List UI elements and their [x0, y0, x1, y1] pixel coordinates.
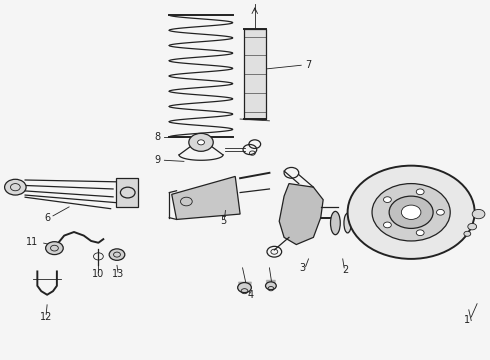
Text: 13: 13	[112, 269, 124, 279]
Circle shape	[189, 134, 213, 151]
Ellipse shape	[344, 213, 351, 233]
Polygon shape	[116, 178, 138, 207]
Text: 6: 6	[44, 213, 50, 222]
Circle shape	[389, 196, 433, 228]
Circle shape	[401, 205, 421, 220]
Text: 12: 12	[40, 312, 52, 322]
Text: 9: 9	[154, 155, 160, 165]
Text: 3: 3	[299, 263, 306, 273]
Circle shape	[4, 179, 26, 195]
Circle shape	[46, 242, 63, 255]
Ellipse shape	[366, 214, 373, 232]
Circle shape	[347, 166, 475, 259]
Circle shape	[266, 282, 276, 290]
Polygon shape	[239, 282, 251, 289]
Text: 2: 2	[342, 265, 348, 275]
Circle shape	[416, 230, 424, 235]
Circle shape	[197, 140, 204, 145]
Ellipse shape	[354, 212, 364, 234]
Circle shape	[464, 231, 471, 236]
Ellipse shape	[331, 211, 340, 235]
Circle shape	[109, 249, 125, 260]
Text: 7: 7	[305, 60, 312, 70]
Text: 1: 1	[464, 315, 470, 325]
Circle shape	[384, 197, 392, 202]
Circle shape	[437, 210, 444, 215]
Circle shape	[468, 224, 477, 230]
Circle shape	[384, 222, 392, 228]
Circle shape	[472, 210, 485, 219]
Text: 11: 11	[26, 237, 39, 247]
Text: 10: 10	[92, 269, 104, 279]
Circle shape	[416, 189, 424, 195]
Polygon shape	[267, 280, 275, 286]
Polygon shape	[172, 176, 240, 220]
Bar	[244, 30, 266, 119]
Circle shape	[372, 184, 450, 241]
Text: 4: 4	[248, 290, 254, 300]
Polygon shape	[279, 184, 323, 244]
Text: 8: 8	[154, 132, 160, 142]
Circle shape	[238, 283, 251, 293]
Text: 5: 5	[220, 216, 226, 226]
